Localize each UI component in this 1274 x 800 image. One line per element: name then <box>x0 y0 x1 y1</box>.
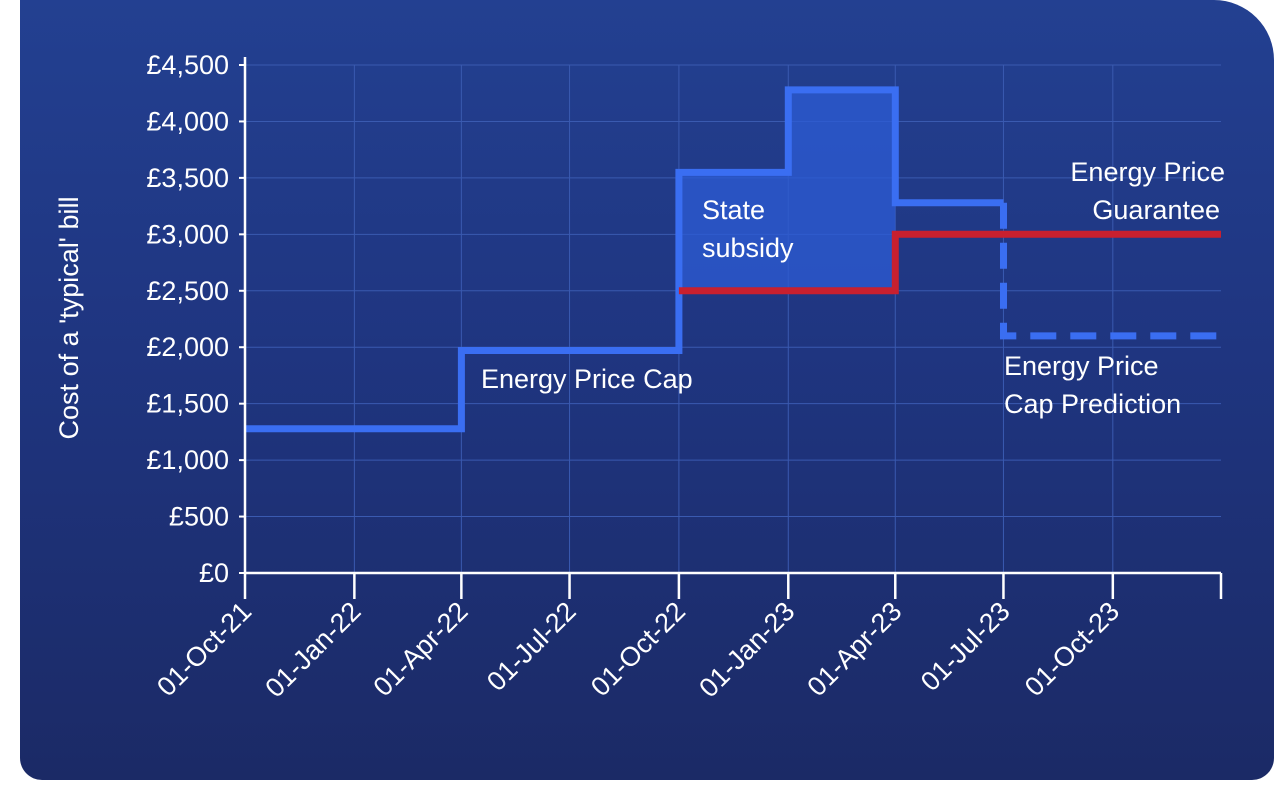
annotation-guarantee-line2: Guarantee <box>1092 195 1220 225</box>
state-subsidy-area <box>678 89 896 291</box>
annotation-subsidy-line1: State <box>702 195 765 225</box>
energy-price-cap-prediction-line <box>1000 202 1221 340</box>
annotation-guarantee-line1: Energy Price <box>1070 157 1225 187</box>
annotation-subsidy-line2: subsidy <box>702 233 794 263</box>
x-tick-label: 01-Jul-23 <box>915 596 1016 697</box>
y-axis-label: Cost of a 'typical' bill <box>54 197 84 440</box>
annotation-price-cap: Energy Price Cap <box>481 364 693 394</box>
y-tick-label: £500 <box>169 502 229 532</box>
y-tick-label: £1,500 <box>146 389 229 419</box>
x-tick-label: 01-Apr-22 <box>367 596 473 702</box>
x-tick-label: 01-Oct-23 <box>1019 596 1125 702</box>
y-tick-label: £1,000 <box>146 445 229 475</box>
y-tick-label: £3,500 <box>146 163 229 193</box>
x-tick-labels: 01-Oct-21 01-Jan-22 01-Apr-22 01-Jul-22 01-O… <box>151 596 1125 703</box>
state-subsidy-segment <box>788 89 896 291</box>
annotation-prediction-line1: Energy Price <box>1004 351 1159 381</box>
x-tick-label: 01-Oct-22 <box>585 596 691 702</box>
y-tick-label: £2,500 <box>146 276 229 306</box>
chart-card <box>20 0 1274 780</box>
state-subsidy-segment <box>678 172 789 291</box>
x-tick-label: 01-Jul-22 <box>481 596 582 697</box>
axes <box>239 57 1223 599</box>
y-tick-label: £0 <box>199 558 229 588</box>
energy-price-guarantee-line <box>678 230 1221 295</box>
x-tick-label: 01-Jan-23 <box>693 596 800 703</box>
energy-price-cap-line <box>245 86 1004 433</box>
y-tick-labels: £0 £500 £1,000 £1,500 £2,000 £2,500 £3,000 £3,5… <box>146 50 229 588</box>
y-tick-label: £3,000 <box>146 219 229 249</box>
x-tick-label: 01-Oct-21 <box>151 596 257 702</box>
y-tick-label: £2,000 <box>146 332 229 362</box>
series-lines <box>245 86 1221 433</box>
x-tick-label: 01-Apr-23 <box>801 596 907 702</box>
annotation-prediction-line2: Cap Prediction <box>1004 389 1181 419</box>
x-tick-label: 01-Jan-22 <box>259 596 366 703</box>
y-tick-label: £4,000 <box>146 106 229 136</box>
y-tick-label: £4,500 <box>146 50 229 80</box>
grid <box>245 64 1221 573</box>
